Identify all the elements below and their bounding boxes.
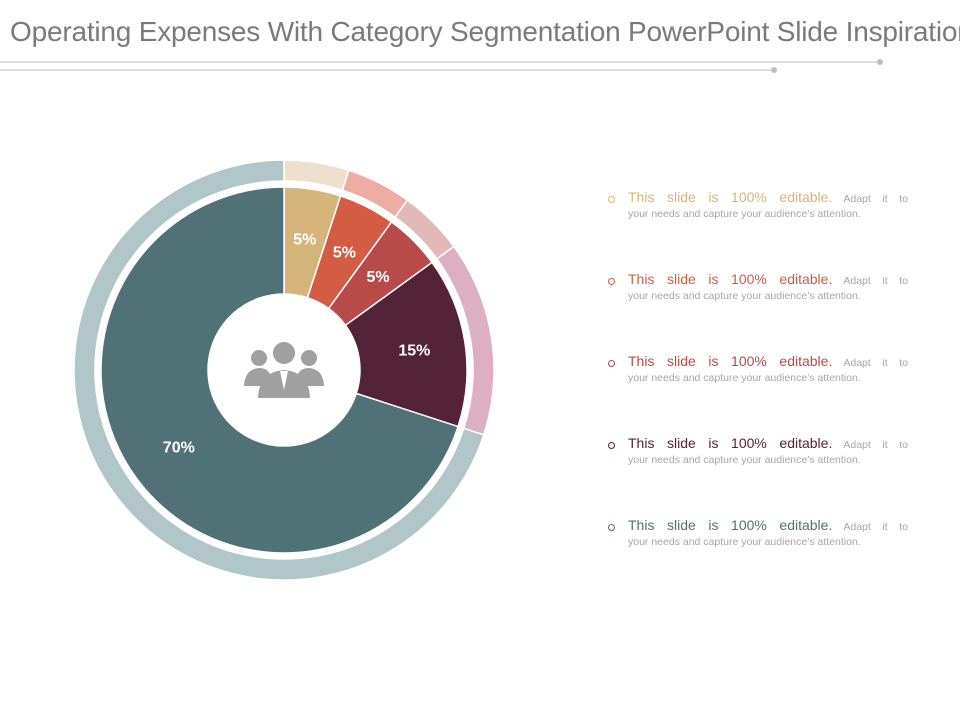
legend-bullet xyxy=(608,196,615,203)
slice-label-5: 15% xyxy=(398,342,430,359)
legend-rest: Adapt it to xyxy=(832,521,909,533)
rule-dot-long xyxy=(877,59,883,65)
legend-lead: This slide is 100% editable. xyxy=(628,271,833,287)
legend-rest: Adapt it to xyxy=(832,193,909,205)
outer-ring-segment-2 xyxy=(283,159,350,192)
legend-text-line1: This slide is 100% editable. Adapt it to xyxy=(628,436,908,453)
legend-item-4: This slide is 100% editable. Adapt it to… xyxy=(608,436,908,467)
legend-lead: This slide is 100% editable. xyxy=(628,435,833,451)
slice-label-4: 5% xyxy=(366,269,389,286)
legend-lead: This slide is 100% editable. xyxy=(628,353,833,369)
legend-bullet xyxy=(608,278,615,285)
legend-text-line1: This slide is 100% editable. Adapt it to xyxy=(628,518,908,535)
legend-bullet xyxy=(608,442,615,449)
legend-item-5: This slide is 100% editable. Adapt it to… xyxy=(608,518,908,549)
slice-labels: 5% 5% 5% 15% 70% xyxy=(163,232,431,457)
legend-rest: Adapt it to xyxy=(832,439,909,451)
outer-ring xyxy=(73,159,495,581)
legend-text-line2: your needs and capture your audience’s a… xyxy=(628,372,861,384)
slice-label-3: 5% xyxy=(333,244,356,261)
legend-bullet xyxy=(608,360,615,367)
inner-ring xyxy=(100,186,468,554)
legend-text-line1: This slide is 100% editable. Adapt it to xyxy=(628,272,908,289)
legend-bullet xyxy=(608,524,615,531)
legend-text-line2: your needs and capture your audience’s a… xyxy=(628,454,861,466)
slice-label-1: 70% xyxy=(163,439,195,456)
legend-item-3: This slide is 100% editable. Adapt it to… xyxy=(608,354,908,385)
outer-ring-segment-1 xyxy=(73,159,485,581)
legend-text-line2: your needs and capture your audience’s a… xyxy=(628,290,861,302)
legend-text-line1: This slide is 100% editable. Adapt it to xyxy=(628,190,908,207)
rule-dot-short xyxy=(771,67,777,73)
legend-text-line2: your needs and capture your audience’s a… xyxy=(628,208,861,220)
slice-label-2: 5% xyxy=(293,232,316,249)
legend-lead: This slide is 100% editable. xyxy=(628,517,833,533)
legend-item-1: This slide is 100% editable. Adapt it to… xyxy=(608,190,908,221)
legend-text-line1: This slide is 100% editable. Adapt it to xyxy=(628,354,908,371)
slide-title: Operating Expenses With Category Segment… xyxy=(10,16,960,47)
legend-rest: Adapt it to xyxy=(832,357,909,369)
legend-text-line2: your needs and capture your audience’s a… xyxy=(628,536,861,548)
legend-item-2: This slide is 100% editable. Adapt it to… xyxy=(608,272,908,303)
legend-lead: This slide is 100% editable. xyxy=(628,189,833,205)
legend-rest: Adapt it to xyxy=(832,275,909,287)
people-group-icon xyxy=(244,342,324,398)
